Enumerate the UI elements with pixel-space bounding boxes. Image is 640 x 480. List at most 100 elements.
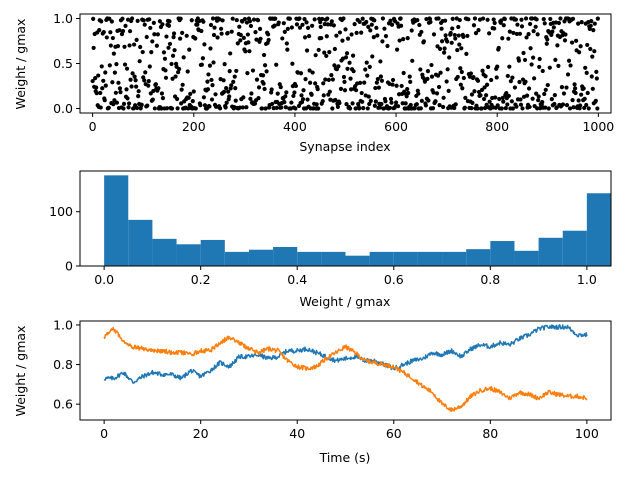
scatter-point bbox=[220, 18, 225, 23]
scatter-point bbox=[107, 63, 112, 68]
x-tick-label: 400 bbox=[283, 119, 307, 134]
scatter-point bbox=[394, 83, 399, 88]
scatter-point bbox=[340, 38, 345, 43]
histogram-frame bbox=[79, 170, 612, 267]
scatter-point bbox=[506, 36, 511, 41]
scatter-point bbox=[146, 83, 151, 88]
scatter-point bbox=[254, 37, 259, 42]
scatter-point bbox=[104, 35, 109, 40]
scatter-point bbox=[129, 84, 134, 89]
scatter-point bbox=[485, 82, 490, 87]
scatter-point bbox=[120, 29, 126, 34]
scatter-point bbox=[108, 30, 113, 35]
scatter-point bbox=[556, 20, 562, 26]
scatter-point bbox=[444, 79, 449, 84]
histogram-bar bbox=[128, 219, 153, 266]
scatter-point bbox=[503, 105, 508, 111]
scatter-point bbox=[333, 97, 338, 103]
scatter-point bbox=[106, 105, 111, 110]
scatter-point bbox=[237, 105, 242, 110]
scatter-point bbox=[542, 91, 547, 97]
scatter-point bbox=[423, 103, 429, 108]
scatter-point bbox=[368, 98, 373, 104]
scatter-point bbox=[397, 92, 402, 97]
scatter-point bbox=[93, 76, 98, 81]
x-tick-label: 800 bbox=[485, 119, 509, 134]
scatter-point bbox=[395, 104, 401, 109]
scatter-point bbox=[210, 16, 216, 21]
scatter-point bbox=[476, 28, 481, 33]
scatter-point bbox=[485, 17, 490, 22]
scatter-point bbox=[121, 101, 127, 106]
scatter-point bbox=[409, 28, 414, 33]
scatter-point bbox=[433, 99, 438, 104]
histogram-bar bbox=[345, 255, 370, 266]
scatter-point bbox=[224, 85, 229, 91]
scatter-point bbox=[166, 45, 171, 50]
scatter-point bbox=[418, 106, 423, 111]
scatter-point bbox=[94, 85, 99, 90]
scatter-point bbox=[317, 16, 322, 21]
scatter-point bbox=[422, 79, 427, 84]
scatter-point bbox=[360, 16, 365, 21]
scatter-point bbox=[592, 49, 597, 54]
y-tick-label: 0 bbox=[65, 259, 73, 274]
scatter-point bbox=[436, 84, 442, 90]
scatter-point bbox=[143, 70, 148, 75]
scatter-point bbox=[260, 73, 266, 78]
scatter-point bbox=[372, 18, 377, 23]
scatter-point bbox=[361, 106, 366, 111]
scatter-point bbox=[417, 22, 422, 28]
scatter-point bbox=[316, 47, 321, 53]
scatter-point bbox=[116, 80, 121, 85]
scatter-point bbox=[177, 66, 182, 72]
scatter-point bbox=[442, 50, 447, 55]
scatter-point bbox=[456, 33, 461, 38]
scatter-point bbox=[285, 47, 290, 52]
scatter-point bbox=[367, 101, 372, 107]
scatter-point bbox=[543, 105, 548, 110]
scatter-point bbox=[527, 104, 532, 110]
scatter-point bbox=[101, 30, 106, 35]
scatter-point bbox=[207, 104, 212, 109]
scatter-point bbox=[342, 88, 348, 93]
scatter-point bbox=[379, 78, 385, 83]
scatter-point bbox=[573, 90, 578, 96]
scatter-point bbox=[536, 98, 541, 103]
scatter-point bbox=[501, 23, 506, 28]
scatter-point bbox=[91, 45, 96, 51]
scatter-point bbox=[193, 36, 198, 41]
scatter-point bbox=[595, 16, 600, 21]
scatter-point bbox=[493, 95, 498, 100]
scatter-point bbox=[130, 71, 135, 76]
scatter-point bbox=[128, 77, 133, 82]
scatter-point bbox=[250, 68, 256, 73]
scatter-point bbox=[425, 69, 431, 74]
scatter-point bbox=[231, 79, 236, 84]
scatter-point bbox=[592, 21, 597, 26]
scatter-point bbox=[390, 77, 396, 83]
scatter-point bbox=[550, 29, 555, 34]
scatter-point bbox=[241, 35, 246, 40]
scatter-point bbox=[350, 53, 356, 58]
scatter-point bbox=[117, 86, 123, 91]
scatter-point bbox=[138, 44, 143, 50]
x-tick-label: 0.8 bbox=[480, 272, 500, 287]
scatter-point bbox=[248, 23, 254, 29]
scatter-point bbox=[492, 26, 497, 31]
scatter-point bbox=[305, 97, 310, 102]
scatter-point bbox=[185, 69, 190, 74]
scatter-point bbox=[160, 22, 165, 27]
histogram-bar bbox=[562, 230, 587, 266]
scatter-point bbox=[588, 46, 593, 52]
scatter-point bbox=[241, 95, 246, 100]
scatter-point bbox=[491, 17, 496, 22]
scatter-point bbox=[534, 91, 539, 96]
histogram-bar bbox=[321, 251, 346, 266]
scatter-point bbox=[461, 34, 466, 39]
scatter-point bbox=[403, 101, 408, 106]
scatter-point bbox=[308, 80, 313, 85]
x-tick-label: 0.6 bbox=[384, 272, 404, 287]
scatter-point bbox=[431, 32, 437, 37]
y-tick-label: 100 bbox=[49, 204, 73, 219]
